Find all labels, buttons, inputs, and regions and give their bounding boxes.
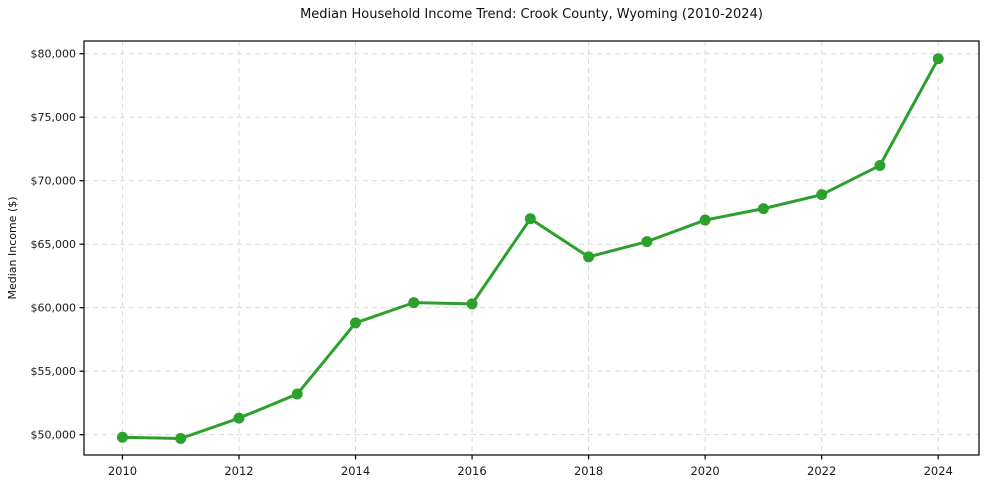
x-tick-label: 2012 <box>224 464 253 478</box>
x-tick-label: 2014 <box>341 464 370 478</box>
data-point-2022 <box>816 189 828 201</box>
data-point-2023 <box>874 159 886 171</box>
data-point-2015 <box>408 297 420 309</box>
y-tick-label: $55,000 <box>31 365 77 378</box>
x-tick-label: 2010 <box>108 464 137 478</box>
plot-border <box>83 40 980 456</box>
trend-line <box>120 57 940 440</box>
data-point-2011 <box>175 432 187 444</box>
y-tick-label: $50,000 <box>31 429 77 442</box>
x-tick-label: 2022 <box>807 464 836 478</box>
x-tick-label: 2020 <box>690 464 719 478</box>
y-tick-label: $60,000 <box>31 302 77 315</box>
data-point-2016 <box>466 298 478 310</box>
data-point-2014 <box>350 317 362 329</box>
y-tick-label: $65,000 <box>31 238 77 251</box>
x-tick-label: 2018 <box>574 464 603 478</box>
y-tick-label: $80,000 <box>31 48 77 61</box>
data-point-2018 <box>583 251 595 263</box>
y-tick-label: $70,000 <box>31 175 77 188</box>
data-point-2021 <box>757 203 769 215</box>
y-axis-label: Median Income ($) <box>6 196 19 300</box>
data-point-2012 <box>233 412 245 424</box>
data-point-2017 <box>524 213 536 225</box>
data-point-2020 <box>699 214 711 226</box>
data-point-2010 <box>116 431 128 443</box>
data-point-2013 <box>291 388 303 400</box>
x-tick-label: 2016 <box>457 464 486 478</box>
data-point-2024 <box>932 53 944 65</box>
y-tick-label: $75,000 <box>31 111 77 124</box>
data-point-2019 <box>641 236 653 248</box>
x-tick-label: 2024 <box>924 464 953 478</box>
chart-title: Median Household Income Trend: Crook Cou… <box>300 7 763 22</box>
